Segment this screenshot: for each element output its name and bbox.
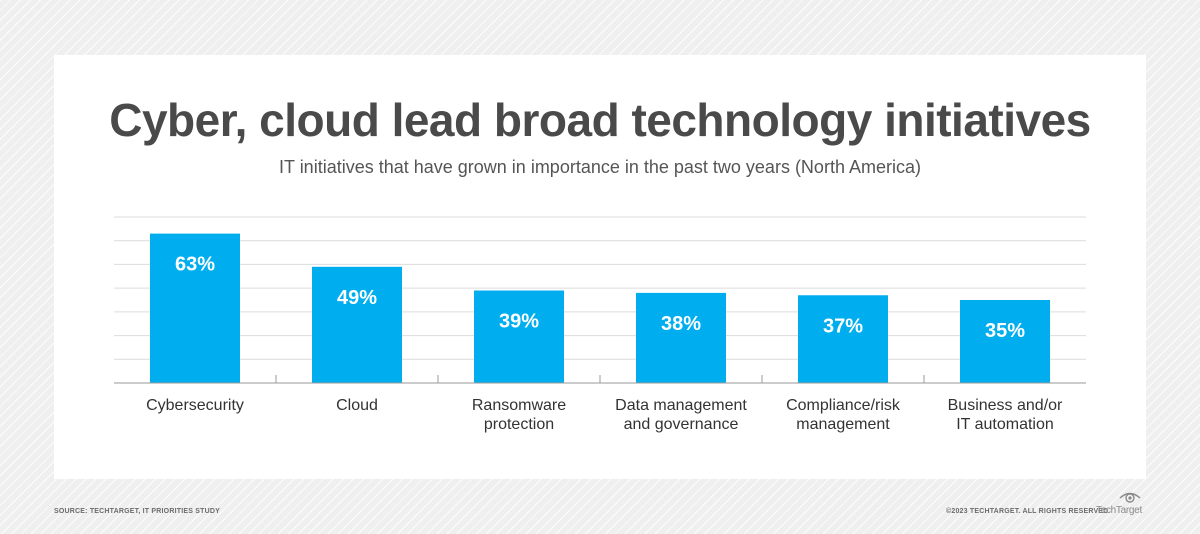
tick-label: and governance — [624, 416, 739, 433]
chart-title: Cyber, cloud lead broad technology initi… — [109, 94, 1091, 146]
bar — [960, 300, 1050, 383]
chart-subtitle: IT initiatives that have grown in import… — [279, 157, 921, 177]
data-label: 38% — [661, 313, 701, 335]
data-label: 39% — [499, 311, 539, 333]
tick-label: Business and/or — [948, 397, 1063, 414]
eye-icon — [1119, 492, 1141, 503]
bar — [636, 292, 726, 383]
tick-label: Cybersecurity — [146, 397, 244, 414]
tick-label: Ransomware — [472, 397, 566, 414]
data-label: 35% — [985, 320, 1025, 342]
bar — [150, 233, 240, 383]
bar — [798, 295, 888, 383]
tick-label: protection — [484, 416, 554, 433]
source-note: SOURCE: TECHTARGET, IT PRIORITIES STUDY — [54, 508, 220, 515]
data-label: 37% — [823, 315, 863, 337]
copyright-note: ©2023 TECHTARGET. ALL RIGHTS RESERVED — [946, 508, 1109, 515]
tick-label: IT automation — [956, 416, 1054, 433]
tick-label: Compliance/risk — [786, 397, 901, 414]
logo-text: TechTarget — [1096, 505, 1142, 516]
data-label: 49% — [337, 287, 377, 309]
tick-label: Cloud — [336, 397, 378, 414]
tick-label: management — [796, 416, 890, 433]
bar — [474, 290, 564, 383]
tick-label: Data management — [615, 397, 747, 414]
bar — [312, 266, 402, 383]
techtarget-logo: TechTarget — [1096, 490, 1150, 520]
data-label: 63% — [175, 254, 215, 276]
